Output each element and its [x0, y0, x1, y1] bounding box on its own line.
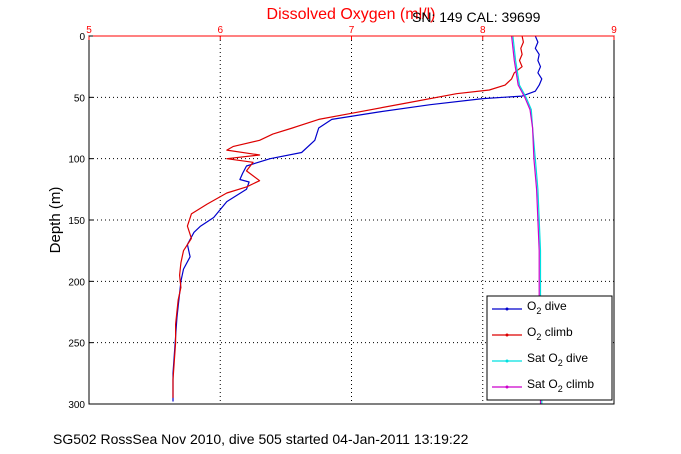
chart-title: Dissolved Oxygen (ml/l): [267, 6, 436, 23]
legend-marker: [505, 385, 509, 389]
legend-marker: [505, 359, 509, 363]
legend-label: O2 dive: [527, 299, 567, 316]
y-tick-label: 250: [68, 339, 85, 350]
series-line: [172, 35, 525, 398]
legend-box: [486, 295, 613, 401]
x-axis: 5 6 7 8 9: [86, 25, 617, 40]
legend-items: O2 dive O2 climb Sat O2 dive Sat O2 climb: [492, 299, 594, 394]
y-tick-label: 0: [79, 32, 85, 43]
x-tick-label: 5: [86, 25, 92, 36]
x-tick-label: 8: [480, 25, 486, 36]
legend-marker: [505, 307, 509, 311]
y-axis-label: Depth (m): [47, 187, 64, 254]
y-tick-label: 100: [68, 155, 85, 166]
x-tick-label: 9: [611, 25, 617, 36]
y-tick-label: 150: [68, 216, 85, 227]
y-tick-label: 200: [68, 277, 85, 288]
serial-label: SN: 149 CAL: 39699: [412, 9, 541, 25]
legend-label: Sat O2 dive: [527, 351, 588, 368]
x-tick-label: 7: [349, 25, 355, 36]
y-tick-label: 50: [74, 93, 86, 104]
legend-label: O2 climb: [527, 325, 573, 342]
legend: O2 dive O2 climb Sat O2 dive Sat O2 climb: [486, 295, 613, 401]
y-tick-label: 300: [68, 400, 85, 411]
legend-marker: [505, 333, 509, 337]
series-line: [172, 35, 543, 402]
legend-label: Sat O2 climb: [527, 377, 594, 394]
grid: [89, 36, 614, 404]
footer-text: SG502 RossSea Nov 2010, dive 505 started…: [53, 431, 469, 447]
y-axis: 0 50 100 150 200 250 300: [68, 32, 93, 411]
x-tick-label: 6: [217, 25, 223, 36]
